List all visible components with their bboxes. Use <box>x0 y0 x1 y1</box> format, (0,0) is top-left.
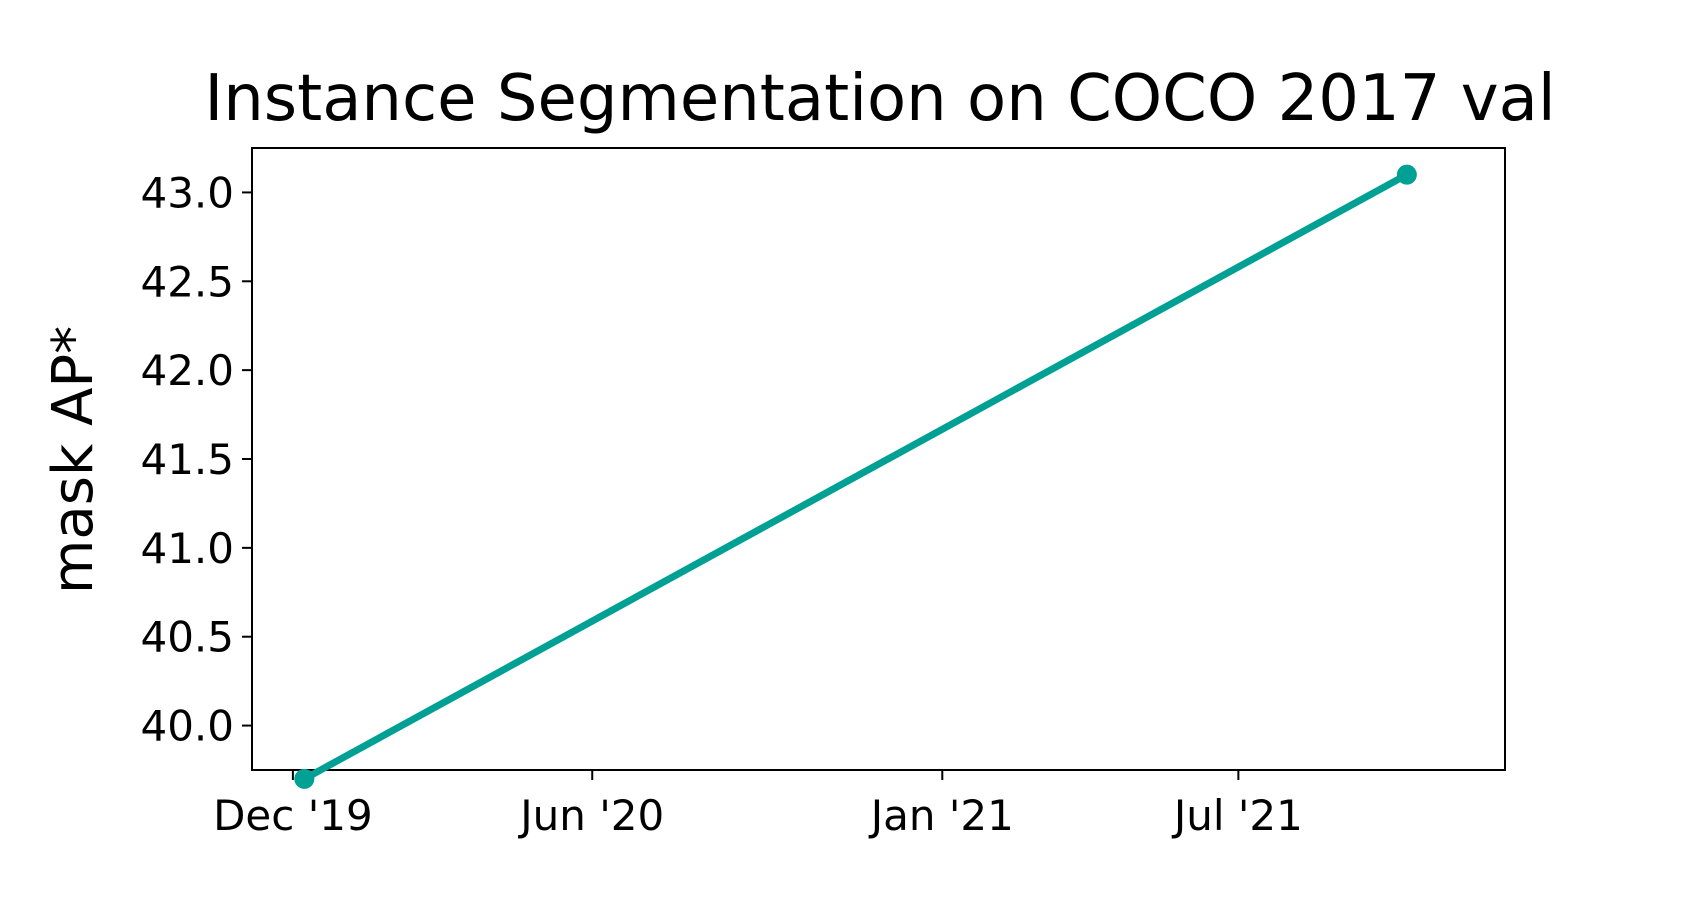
data-point <box>1396 164 1417 185</box>
chart-title: Instance Segmentation on COCO 2017 val <box>204 62 1555 136</box>
x-tick-label: Dec '19 <box>213 791 373 840</box>
series-line <box>300 171 1411 783</box>
y-tick-label: 42.0 <box>140 346 234 395</box>
x-tick-label: Jan '21 <box>868 791 1014 840</box>
x-tick-label: Jun '20 <box>517 791 664 840</box>
y-axis-ticks: 40.0 40.5 41.0 41.5 42.0 42.5 43.0 <box>140 168 252 751</box>
y-tick-label: 41.5 <box>140 435 234 484</box>
y-axis-label: mask AP* <box>41 326 106 594</box>
y-tick-label: 43.0 <box>140 168 234 217</box>
data-point <box>294 768 315 789</box>
y-tick-label: 42.5 <box>140 257 234 306</box>
x-tick-label: Jul '21 <box>1171 791 1303 840</box>
y-tick-label: 40.5 <box>140 613 234 662</box>
series-layer <box>294 164 1417 789</box>
x-axis-ticks: Dec '19 Jun '20 Jan '21 Jul '21 <box>213 770 1303 840</box>
y-tick-label: 41.0 <box>140 524 234 573</box>
plot-area-frame <box>251 147 1506 771</box>
y-tick-label: 40.0 <box>140 702 234 751</box>
